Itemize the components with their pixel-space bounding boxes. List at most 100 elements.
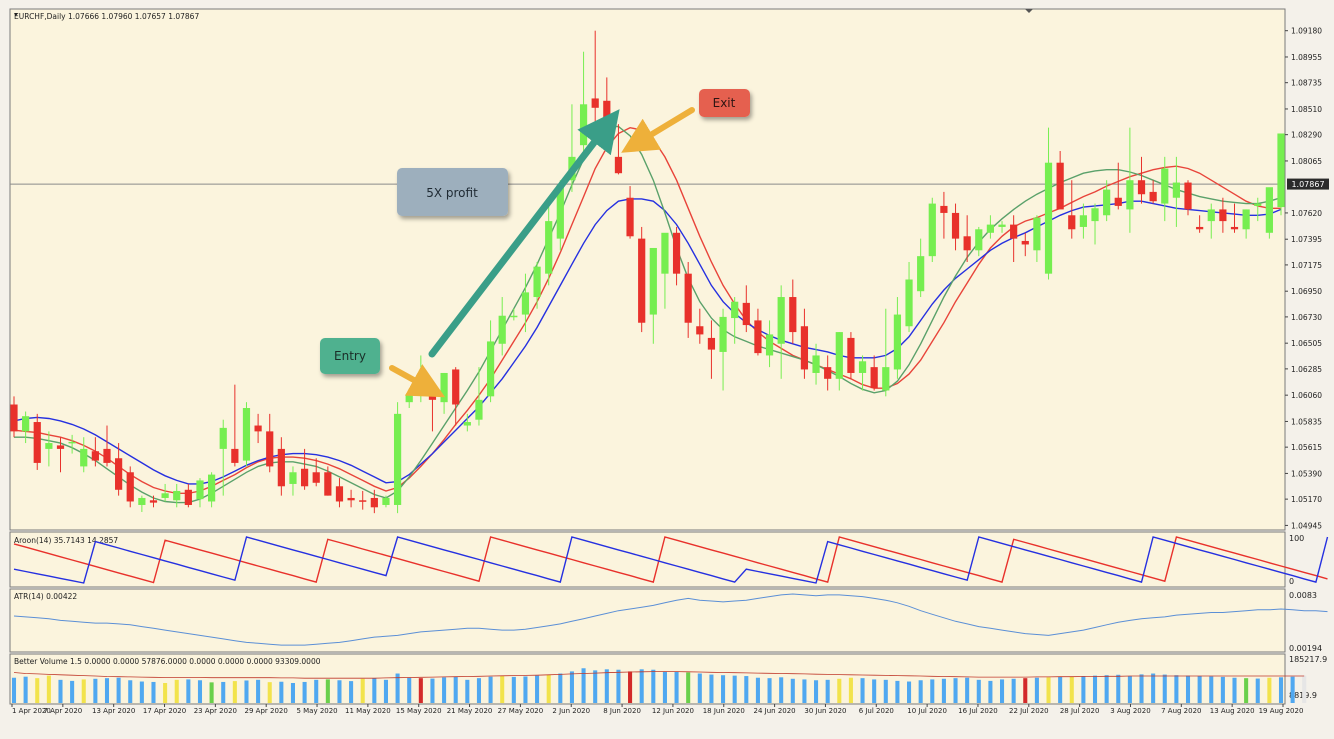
price-panel-title: EURCHF,Daily 1.07666 1.07960 1.07657 1.0…	[14, 12, 199, 21]
bear-candle	[951, 203, 960, 251]
candle-body	[289, 472, 297, 484]
candle-body	[742, 302, 750, 326]
volume-bar	[1232, 677, 1237, 703]
candle-body	[242, 408, 251, 461]
candle-body	[789, 297, 797, 333]
time-tick-label: 30 Jun 2020	[804, 707, 846, 715]
volume-bar	[1104, 675, 1109, 703]
candle-body	[1277, 133, 1285, 208]
bull-candle	[196, 478, 204, 508]
candle-body	[173, 490, 181, 501]
ma-green-line	[14, 125, 1282, 504]
volume-bar	[70, 680, 75, 703]
bull-candle	[777, 285, 785, 379]
bull-candle	[1277, 133, 1285, 216]
bull-candle	[208, 472, 216, 508]
time-tick-label: 27 May 2020	[498, 707, 544, 715]
candles	[10, 30, 1285, 514]
bull-candle	[22, 411, 30, 444]
candle-body	[649, 247, 657, 315]
candle-body	[1068, 215, 1076, 230]
candle-body	[382, 497, 390, 505]
candle-body	[115, 458, 123, 490]
candle-body	[475, 399, 483, 420]
bull-candle	[173, 483, 181, 508]
candle-body	[998, 224, 1006, 227]
chart-shift-marker-icon[interactable]	[1025, 9, 1033, 13]
volume-bar	[58, 679, 63, 703]
atr-panel: ATR(14) 0.00422 0.0083 0.00194	[9, 588, 1328, 653]
aroon-panel-frame	[9, 531, 1286, 588]
volume-bar	[35, 678, 40, 703]
volume-bar	[395, 673, 400, 703]
price-tick-label: 1.09180	[1291, 27, 1322, 36]
bull-candle	[905, 261, 913, 333]
collapse-triangle-icon[interactable]	[14, 13, 18, 16]
candle-body	[393, 413, 402, 505]
volume-bar	[511, 676, 516, 703]
volume-bar	[732, 675, 737, 703]
volume-bar	[860, 678, 865, 703]
bear-candle	[300, 448, 309, 490]
bull-candle	[1079, 203, 1087, 239]
bear-candle	[1149, 180, 1157, 204]
volume-bar	[709, 674, 714, 703]
volume-bar	[721, 675, 726, 703]
price-tick-label: 1.06060	[1291, 391, 1322, 400]
candle-body	[300, 468, 309, 487]
aroon-red-line	[13, 536, 1328, 584]
candle-body	[347, 497, 355, 501]
price-tick-label: 1.05615	[1291, 443, 1322, 452]
candle-body	[1254, 203, 1262, 206]
candle-body	[138, 497, 146, 505]
bear-candle	[126, 466, 134, 508]
time-tick-label: 29 Apr 2020	[245, 707, 288, 715]
bear-candle	[1010, 215, 1018, 262]
bear-candle	[626, 186, 634, 239]
time-tick-label: 7 Apr 2020	[43, 707, 82, 715]
atr-tick-low: 0.00194	[1289, 644, 1322, 653]
aroon-blue-line	[13, 536, 1329, 584]
volume-bar	[895, 680, 900, 703]
candle-body	[1161, 168, 1169, 204]
bear-candle	[266, 413, 274, 473]
bull-candle	[986, 215, 995, 239]
volume-bar	[23, 676, 28, 703]
bull-candle	[1172, 156, 1180, 227]
volume-bar	[465, 679, 470, 703]
volume-bar	[662, 671, 667, 703]
volume-bar	[151, 681, 156, 703]
volume-bar	[814, 680, 819, 703]
volume-bar	[1244, 678, 1249, 703]
volume-bar	[1069, 676, 1074, 703]
candle-body	[824, 367, 832, 379]
time-tick-label: 17 Apr 2020	[143, 707, 186, 715]
volume-bar	[686, 672, 691, 703]
bear-candle	[824, 355, 832, 391]
volume-bar	[744, 676, 749, 703]
candle-body	[1184, 182, 1192, 210]
profit-label: 5X profit	[426, 186, 478, 200]
bear-candle	[940, 191, 948, 239]
volume-bar	[546, 674, 551, 703]
bear-candle	[1021, 232, 1029, 257]
time-tick-label: 28 Jul 2020	[1060, 707, 1100, 715]
volume-bar	[581, 668, 586, 703]
volume-bar	[500, 676, 505, 703]
candle-body	[579, 104, 588, 146]
candle-body	[847, 337, 855, 373]
candle-body	[638, 238, 646, 323]
volume-bar	[267, 682, 272, 703]
time-tick-label: 8 Jun 2020	[603, 707, 641, 715]
candle-body	[45, 443, 53, 449]
entry-arrow	[389, 364, 446, 398]
volume-bar	[349, 681, 354, 703]
profit-arrow	[428, 109, 620, 358]
candle-body	[1265, 187, 1273, 233]
volume-bar	[221, 681, 226, 703]
price-tick-label: 1.06505	[1291, 339, 1322, 348]
candle-body	[324, 472, 332, 496]
candle-body	[196, 480, 204, 500]
bear-candle	[1056, 151, 1064, 210]
bull-candle	[858, 355, 867, 391]
